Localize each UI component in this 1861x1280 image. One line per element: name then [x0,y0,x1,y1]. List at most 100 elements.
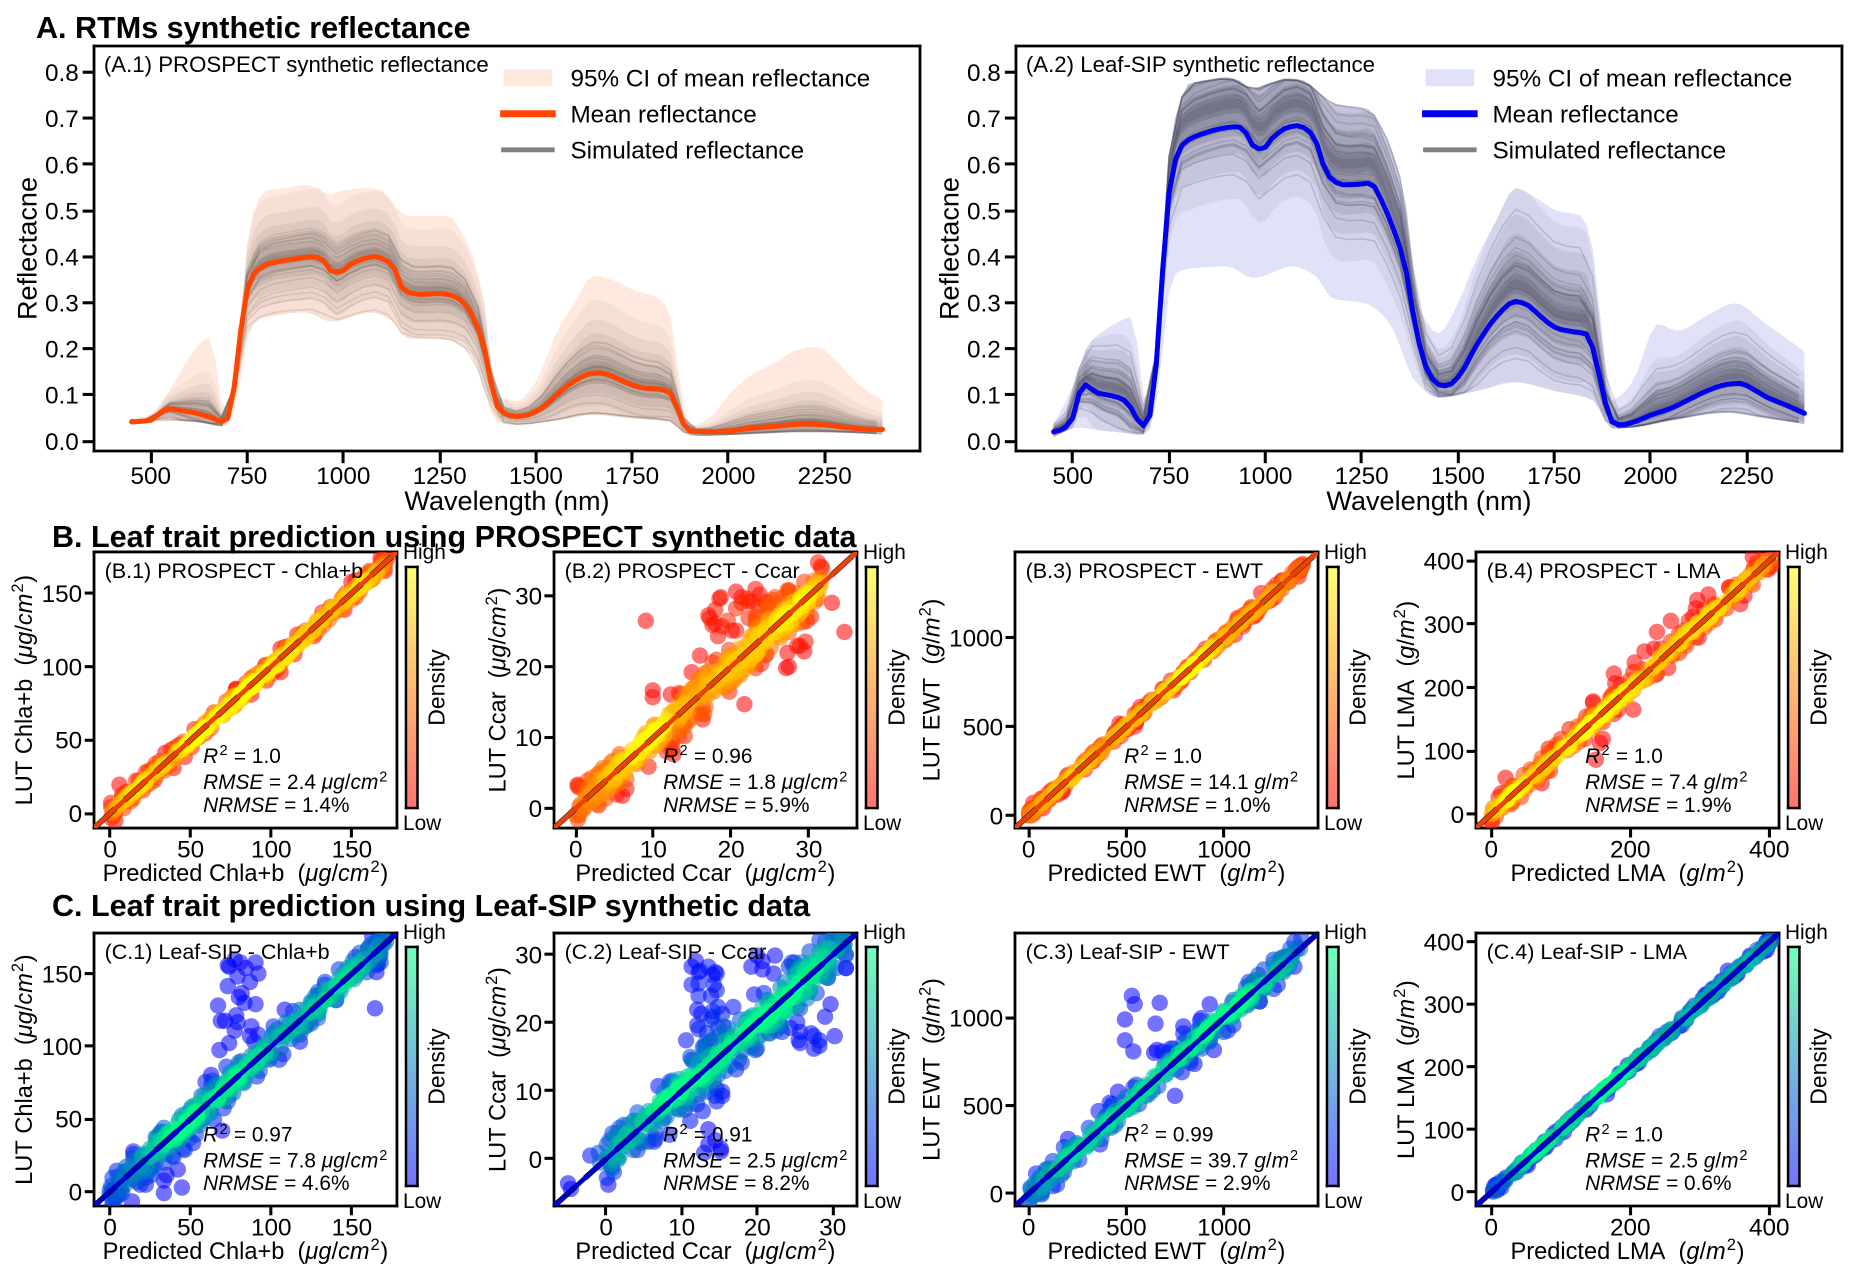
svg-text:L U T C h l a + b ( / ): L U T C h l a + b ( / ) μ g c m 2 [8,569,38,806]
svg-text:10: 10 [668,1214,695,1241]
svg-text:0: 0 [69,801,83,828]
svg-text:High: High [863,921,906,944]
svg-text:R 2 = 1 . 0: R 2 = 1 . 0 [1124,735,1202,768]
svg-text:500: 500 [963,1093,1004,1120]
svg-text:1500: 1500 [1431,463,1485,490]
svg-text:Density: Density [883,1028,909,1105]
svg-text:P r e d i c t e d L M A: P r e d i c t e d L M A ( / ) g m 2 [1511,1235,1751,1265]
svg-text:0.1: 0.1 [967,383,1001,410]
svg-text:Density: Density [883,649,909,726]
svg-text:0: 0 [1451,1180,1465,1207]
svg-text:0.2: 0.2 [967,337,1001,364]
svg-text:P r e d i c t e d L M A: P r e d i c t e d L M A ( / ) g m 2 [1511,857,1751,887]
svg-text:P r e d i c t e d E W T: P r e d i c t e d E W T ( / ) g m 2 [1048,1235,1292,1265]
svg-text:(B.1) PROSPECT - Chla+b: (B.1) PROSPECT - Chla+b [105,559,364,583]
svg-text:Low: Low [1785,1190,1824,1213]
svg-text:L U T L M A ( / ) g m 2: L U T L M A ( / ) g m 2 [1390,595,1420,780]
svg-text:R 2 = 0 . 9 7: R 2 = 0 . 9 7 [203,1114,292,1147]
svg-text:1250: 1250 [1335,463,1389,490]
svg-text:P r e d i c t e d C h l a +: P r e d i c t e d C h l a + b ( / ) μ g … [103,1235,395,1265]
svg-text:0: 0 [1451,802,1465,829]
svg-text:50: 50 [55,728,82,755]
svg-text:High: High [1324,541,1367,564]
svg-text:1500: 1500 [509,463,563,490]
svg-text:A. RTMs synthetic reflectance: A. RTMs synthetic reflectance [36,11,471,45]
svg-text:High: High [1324,921,1367,944]
svg-text:0.4: 0.4 [45,244,79,271]
svg-text:R M S E μ g c m = 2 . 4: R M S E μ g c m = 2 . 4 / 2 [203,769,387,794]
svg-text:200: 200 [1610,1214,1651,1241]
svg-text:300: 300 [1424,612,1465,639]
svg-text:Low: Low [1324,812,1363,835]
svg-text:2000: 2000 [1623,463,1677,490]
svg-text:High: High [403,541,446,564]
svg-text:0.3: 0.3 [967,291,1001,318]
svg-text:R 2 = 1 . 0: R 2 = 1 . 0 [203,735,281,768]
svg-text:0.4: 0.4 [967,244,1001,271]
svg-text:R 2 = 0 . 9 6: R 2 = 0 . 9 6 [663,735,752,768]
svg-text:0: 0 [1485,1214,1499,1241]
svg-text:N R M S E = 0 . 6 %: N R M S E = 0 . 6 % [1585,1170,1731,1195]
svg-text:N R M S E = 2 . 9 %: N R M S E = 2 . 9 % [1124,1170,1270,1195]
svg-text:0: 0 [599,1214,613,1241]
svg-text:L U T C c a r ( / ) μ g: L U T C c a r ( / ) μ g c m 2 [482,961,512,1172]
svg-text:N R M S E = 5 . 9 %: N R M S E = 5 . 9 % [663,792,809,817]
svg-text:10: 10 [515,725,542,752]
svg-text:0: 0 [529,1147,543,1174]
svg-text:200: 200 [1424,1055,1465,1082]
svg-text:50: 50 [177,1214,204,1241]
svg-text:Low: Low [403,1190,442,1213]
svg-text:(C.4) Leaf-SIP - LMA: (C.4) Leaf-SIP - LMA [1487,940,1688,964]
svg-text:750: 750 [227,463,268,490]
svg-text:L U T C c a r ( / ) μ g: L U T C c a r ( / ) μ g c m 2 [482,581,512,792]
svg-text:P r e d i c t e d C h l a +: P r e d i c t e d C h l a + b ( / ) μ g … [103,857,395,887]
svg-text:150: 150 [42,961,83,988]
svg-text:1000: 1000 [316,463,370,490]
svg-text:Density: Density [1344,649,1370,726]
svg-text:N R M S E = 4 . 6 %: N R M S E = 4 . 6 % [203,1170,349,1195]
svg-text:(A.2) Leaf-SIP synthetic refle: (A.2) Leaf-SIP synthetic reflectance [1026,52,1375,77]
svg-text:Mean reflectance: Mean reflectance [570,101,756,128]
svg-text:Density: Density [1805,1028,1831,1105]
svg-text:0: 0 [69,1179,83,1206]
svg-text:30: 30 [795,836,822,863]
svg-text:20: 20 [718,836,745,863]
svg-text:300: 300 [1424,992,1465,1019]
svg-text:20: 20 [515,1011,542,1038]
svg-text:Density: Density [423,649,449,726]
svg-text:L U T C h l a + b ( / ): L U T C h l a + b ( / ) μ g c m 2 [8,948,38,1185]
svg-text:C. Leaf trait prediction using: C. Leaf trait prediction using Leaf-SIP … [52,889,811,923]
svg-text:(A.1) PROSPECT synthetic refle: (A.1) PROSPECT synthetic reflectance [104,52,489,77]
svg-text:95% CI of mean reflectance: 95% CI of mean reflectance [1492,65,1792,92]
svg-text:10: 10 [640,836,667,863]
svg-text:High: High [1785,541,1828,564]
svg-text:100: 100 [1424,1117,1465,1144]
svg-text:High: High [403,921,446,944]
svg-text:0: 0 [1485,836,1499,863]
svg-text:Low: Low [403,812,442,835]
svg-text:20: 20 [515,654,542,681]
svg-text:400: 400 [1424,549,1465,576]
svg-text:High: High [863,541,906,564]
svg-text:0.6: 0.6 [967,152,1001,179]
svg-text:L U T E W T ( / ) g m 2: L U T E W T ( / ) g m 2 [916,972,946,1161]
svg-text:0.3: 0.3 [45,291,79,318]
svg-text:0.6: 0.6 [45,152,79,179]
svg-text:R M S E μ g c m = 7 . 8: R M S E μ g c m = 7 . 8 / 2 [203,1148,387,1173]
svg-text:0.8: 0.8 [45,60,79,87]
svg-text:95% CI of mean reflectance: 95% CI of mean reflectance [570,65,870,92]
svg-text:(B.3) PROSPECT - EWT: (B.3) PROSPECT - EWT [1026,559,1264,583]
svg-text:0: 0 [1022,1214,1036,1241]
svg-text:R M S E g m = 2 . 5 / 2: R M S E g m = 2 . 5 / 2 [1585,1148,1747,1173]
svg-text:500: 500 [963,714,1004,741]
svg-text:R M S E μ g c m = 1 . 8: R M S E μ g c m = 1 . 8 / 2 [663,769,847,794]
svg-text:0.0: 0.0 [967,429,1001,456]
svg-text:Wavelength (nm): Wavelength (nm) [404,485,609,516]
svg-text:100: 100 [42,654,83,681]
svg-text:N R M S E = 8 . 2 %: N R M S E = 8 . 2 % [663,1170,809,1195]
svg-text:Reflectacne: Reflectacne [12,177,43,320]
svg-text:100: 100 [251,836,292,863]
svg-text:R M S E g m = 3 9 . 7 /: R M S E g m = 3 9 . 7 / 2 [1124,1148,1298,1173]
svg-text:2250: 2250 [1720,463,1774,490]
svg-text:30: 30 [515,584,542,611]
